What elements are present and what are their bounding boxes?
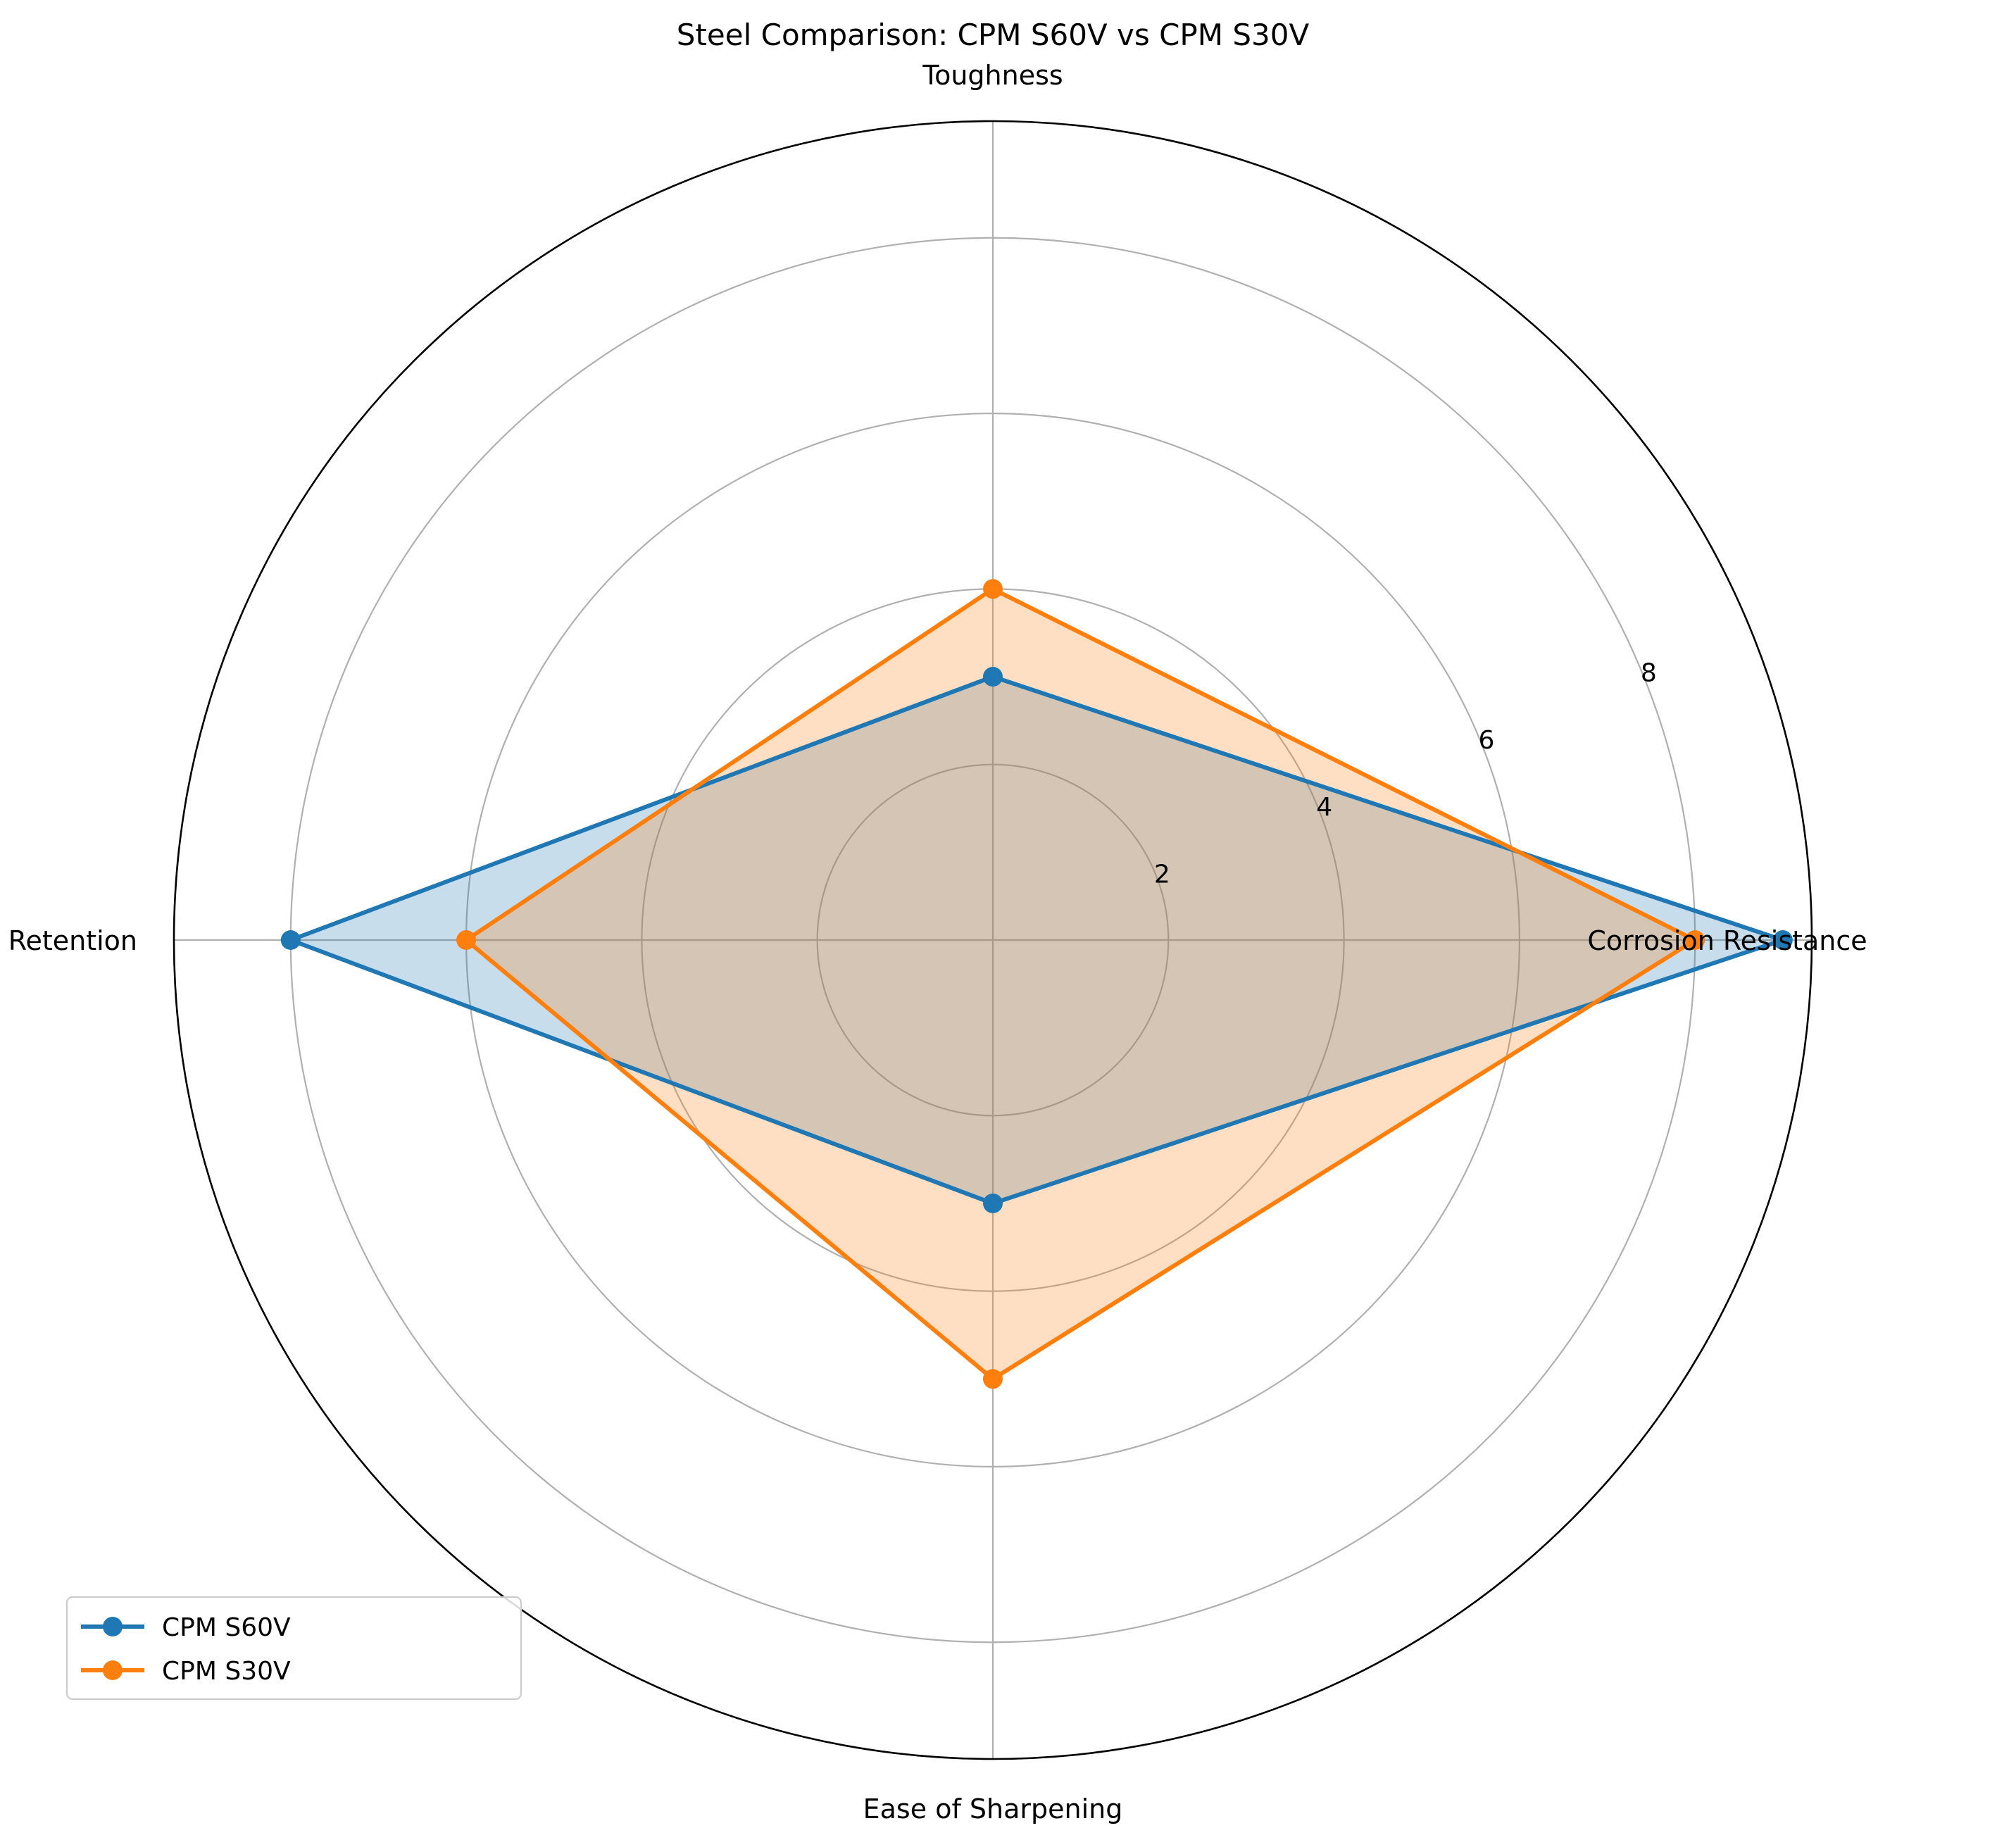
radial-tick-label: 4 — [1316, 793, 1332, 822]
category-label-1: Toughness — [922, 60, 1063, 91]
legend-label-1: CPM S60V — [162, 1613, 291, 1642]
legend-label-2: CPM S30V — [162, 1657, 291, 1686]
radial-tick-label: 2 — [1154, 860, 1170, 889]
radial-tick-label: 6 — [1479, 726, 1495, 755]
chart-legend: CPM S60V CPM S30V — [65, 1596, 522, 1701]
series-1-point-2 — [1772, 930, 1793, 950]
series-1-point-1 — [983, 667, 1003, 687]
chart-title: Steel Comparison: CPM S60V vs CPM S30V — [677, 18, 1310, 52]
legend-box — [65, 1596, 522, 1701]
series-2-point-4 — [456, 930, 477, 950]
series-2-point-3 — [983, 1369, 1003, 1389]
series-2-point-2 — [1685, 930, 1705, 950]
radar-labels: 2 4 6 8 Toughness Corrosion Resistance Ease of… — [0, 60, 1867, 1824]
series-1-point-4 — [280, 930, 301, 950]
radar-series — [280, 579, 1793, 1389]
polar-frame — [173, 120, 1813, 1760]
legend-swatch-marker-2 — [103, 1660, 123, 1680]
legend-swatch-marker-1 — [103, 1617, 123, 1636]
category-label-4: Edge Retention — [0, 925, 137, 956]
category-label-2: Corrosion Resistance — [1587, 925, 1867, 956]
radial-tick-label: 8 — [1641, 658, 1657, 687]
series-1-point-3 — [983, 1193, 1003, 1213]
category-label-3: Ease of Sharpening — [863, 1793, 1123, 1824]
series-2-point-1 — [983, 579, 1003, 599]
